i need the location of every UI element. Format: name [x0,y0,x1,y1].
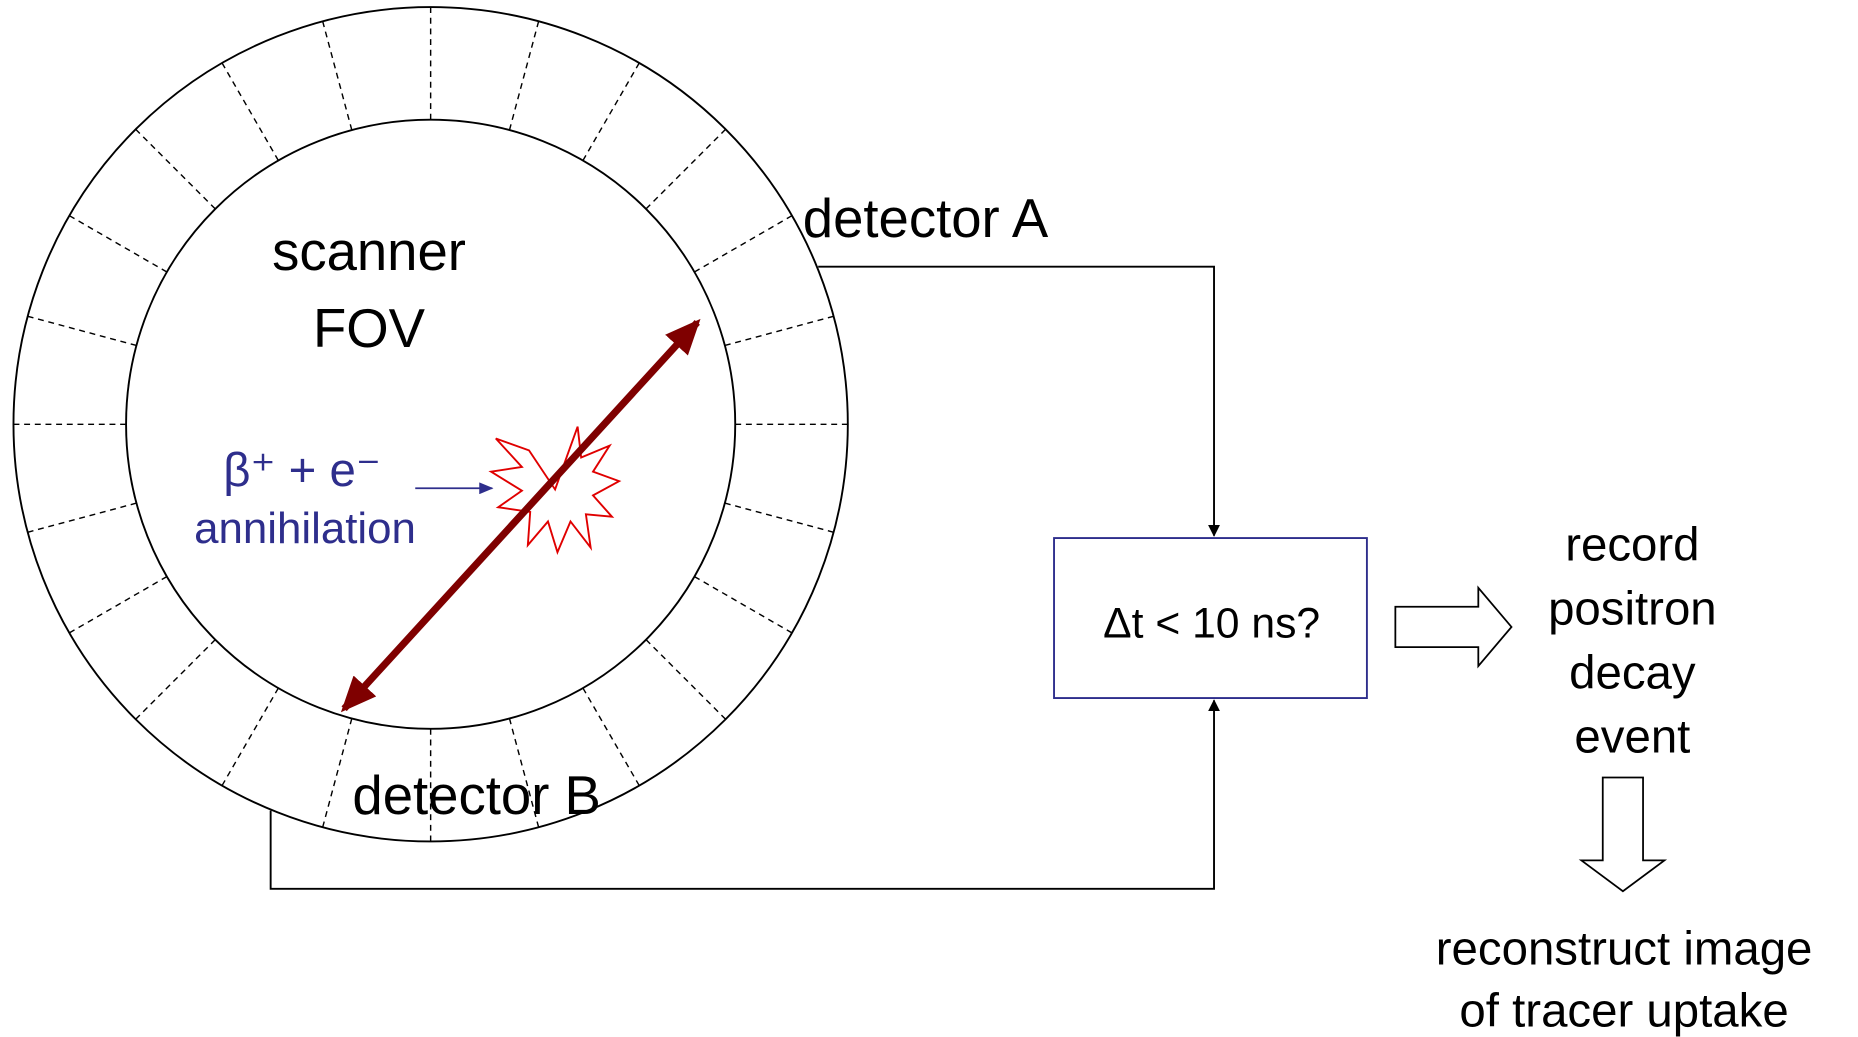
detector-label: detector B [352,765,600,826]
detector-divider [323,718,352,827]
annihilation-equation: β⁺ + e⁻ [223,444,381,497]
detector-divider [323,21,352,130]
diagram: scanner FOV detector A detector B β⁺ + e… [0,0,1858,1037]
output-label: record [1565,519,1699,572]
fov-label: FOV [313,298,426,359]
detector-divider [222,63,278,161]
output-label: of tracer uptake [1459,984,1788,1037]
detector-divider [725,503,834,532]
output-label: event [1574,711,1690,764]
detector-divider [222,688,278,786]
detector-divider [69,577,167,633]
coincidence-label: Δt < 10 ns? [1103,600,1320,648]
detector-divider [28,503,137,532]
fov-label: scanner [272,221,466,282]
detector-divider [583,63,639,161]
output-label: reconstruct image [1436,923,1813,976]
detector-divider [69,216,167,272]
detector-label: detector A [803,188,1049,249]
page: {"ring": {"label": ["scanner", "FOV"]}, … [0,0,1858,1037]
signal-a [818,267,1214,536]
detector-divider [646,129,726,209]
detector-divider [509,21,538,130]
flow-arrow [1395,588,1511,666]
detector-divider [694,216,792,272]
detector-divider [136,640,216,720]
output-label: positron [1548,583,1717,636]
output-label: decay [1569,647,1696,700]
annihilation-label: annihilation [194,504,416,553]
detector-divider [725,316,834,345]
annihilation-burst [491,427,619,553]
flow-arrow [1581,777,1664,891]
ring-inner [126,120,735,729]
detector-ring [13,7,847,841]
detector-divider [694,577,792,633]
detector-divider [28,316,137,345]
detector-divider [646,640,726,720]
detector-divider [136,129,216,209]
